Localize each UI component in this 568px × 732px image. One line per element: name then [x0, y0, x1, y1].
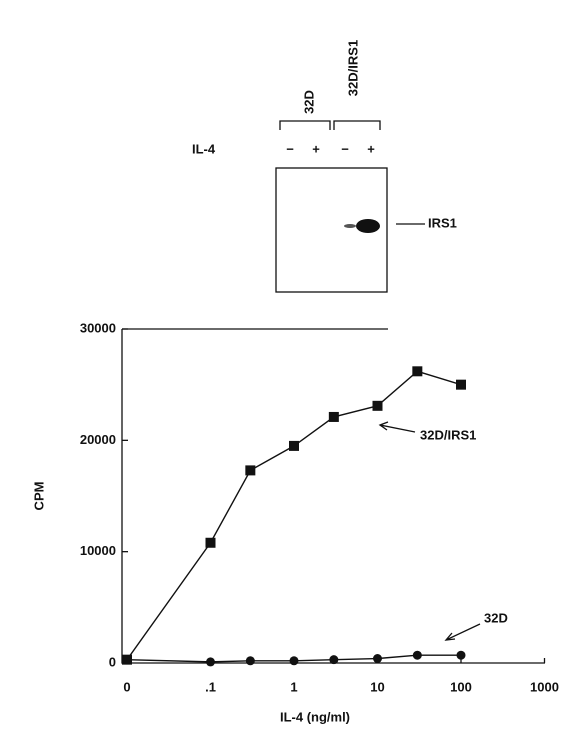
point	[412, 366, 422, 376]
x-tick-label: 1000	[530, 679, 559, 694]
band-label: IRS1	[428, 215, 457, 230]
point	[373, 401, 383, 411]
point	[245, 465, 255, 475]
point	[329, 412, 339, 422]
treatment-label: IL-4	[192, 141, 216, 156]
point	[329, 655, 338, 664]
x-tick-label: 0	[123, 679, 130, 694]
lane-label: 32D	[301, 90, 316, 114]
point	[206, 657, 215, 666]
lane-bracket	[280, 121, 380, 130]
sign: +	[312, 141, 320, 156]
point	[456, 380, 466, 390]
point	[457, 651, 466, 660]
y-tick-label: 0	[109, 654, 116, 669]
x-tick-label: 1	[290, 679, 297, 694]
point	[289, 441, 299, 451]
point	[246, 656, 255, 665]
sign: −	[286, 141, 294, 156]
point	[123, 655, 132, 664]
blot-band	[356, 219, 380, 233]
figure: 32D 32D/IRS1 IL-4 − + − + IRS1 CPM IL-4 …	[0, 0, 568, 732]
x-tick-label: 10	[370, 679, 384, 694]
y-tick-label: 10000	[80, 543, 116, 558]
x-tick-label: .1	[205, 679, 216, 694]
annotation-arrow	[446, 624, 480, 640]
series-label: 32D	[484, 610, 508, 625]
lane-label: 32D/IRS1	[345, 40, 360, 96]
sign: +	[367, 141, 375, 156]
chart-frame	[122, 329, 545, 663]
y-axis-label: CPM	[31, 482, 46, 511]
x-axis-label: IL-4 (ng/ml)	[280, 709, 350, 724]
series-line	[127, 371, 461, 659]
y-tick-label: 20000	[80, 432, 116, 447]
blot-band	[344, 224, 356, 228]
x-tick-label: 100	[450, 679, 472, 694]
series-label: 32D/IRS1	[420, 427, 476, 442]
point	[373, 654, 382, 663]
y-tick-label: 30000	[80, 320, 116, 335]
point	[206, 538, 216, 548]
annotation-arrow	[380, 422, 415, 432]
point	[290, 656, 299, 665]
sign: −	[341, 141, 349, 156]
point	[413, 651, 422, 660]
